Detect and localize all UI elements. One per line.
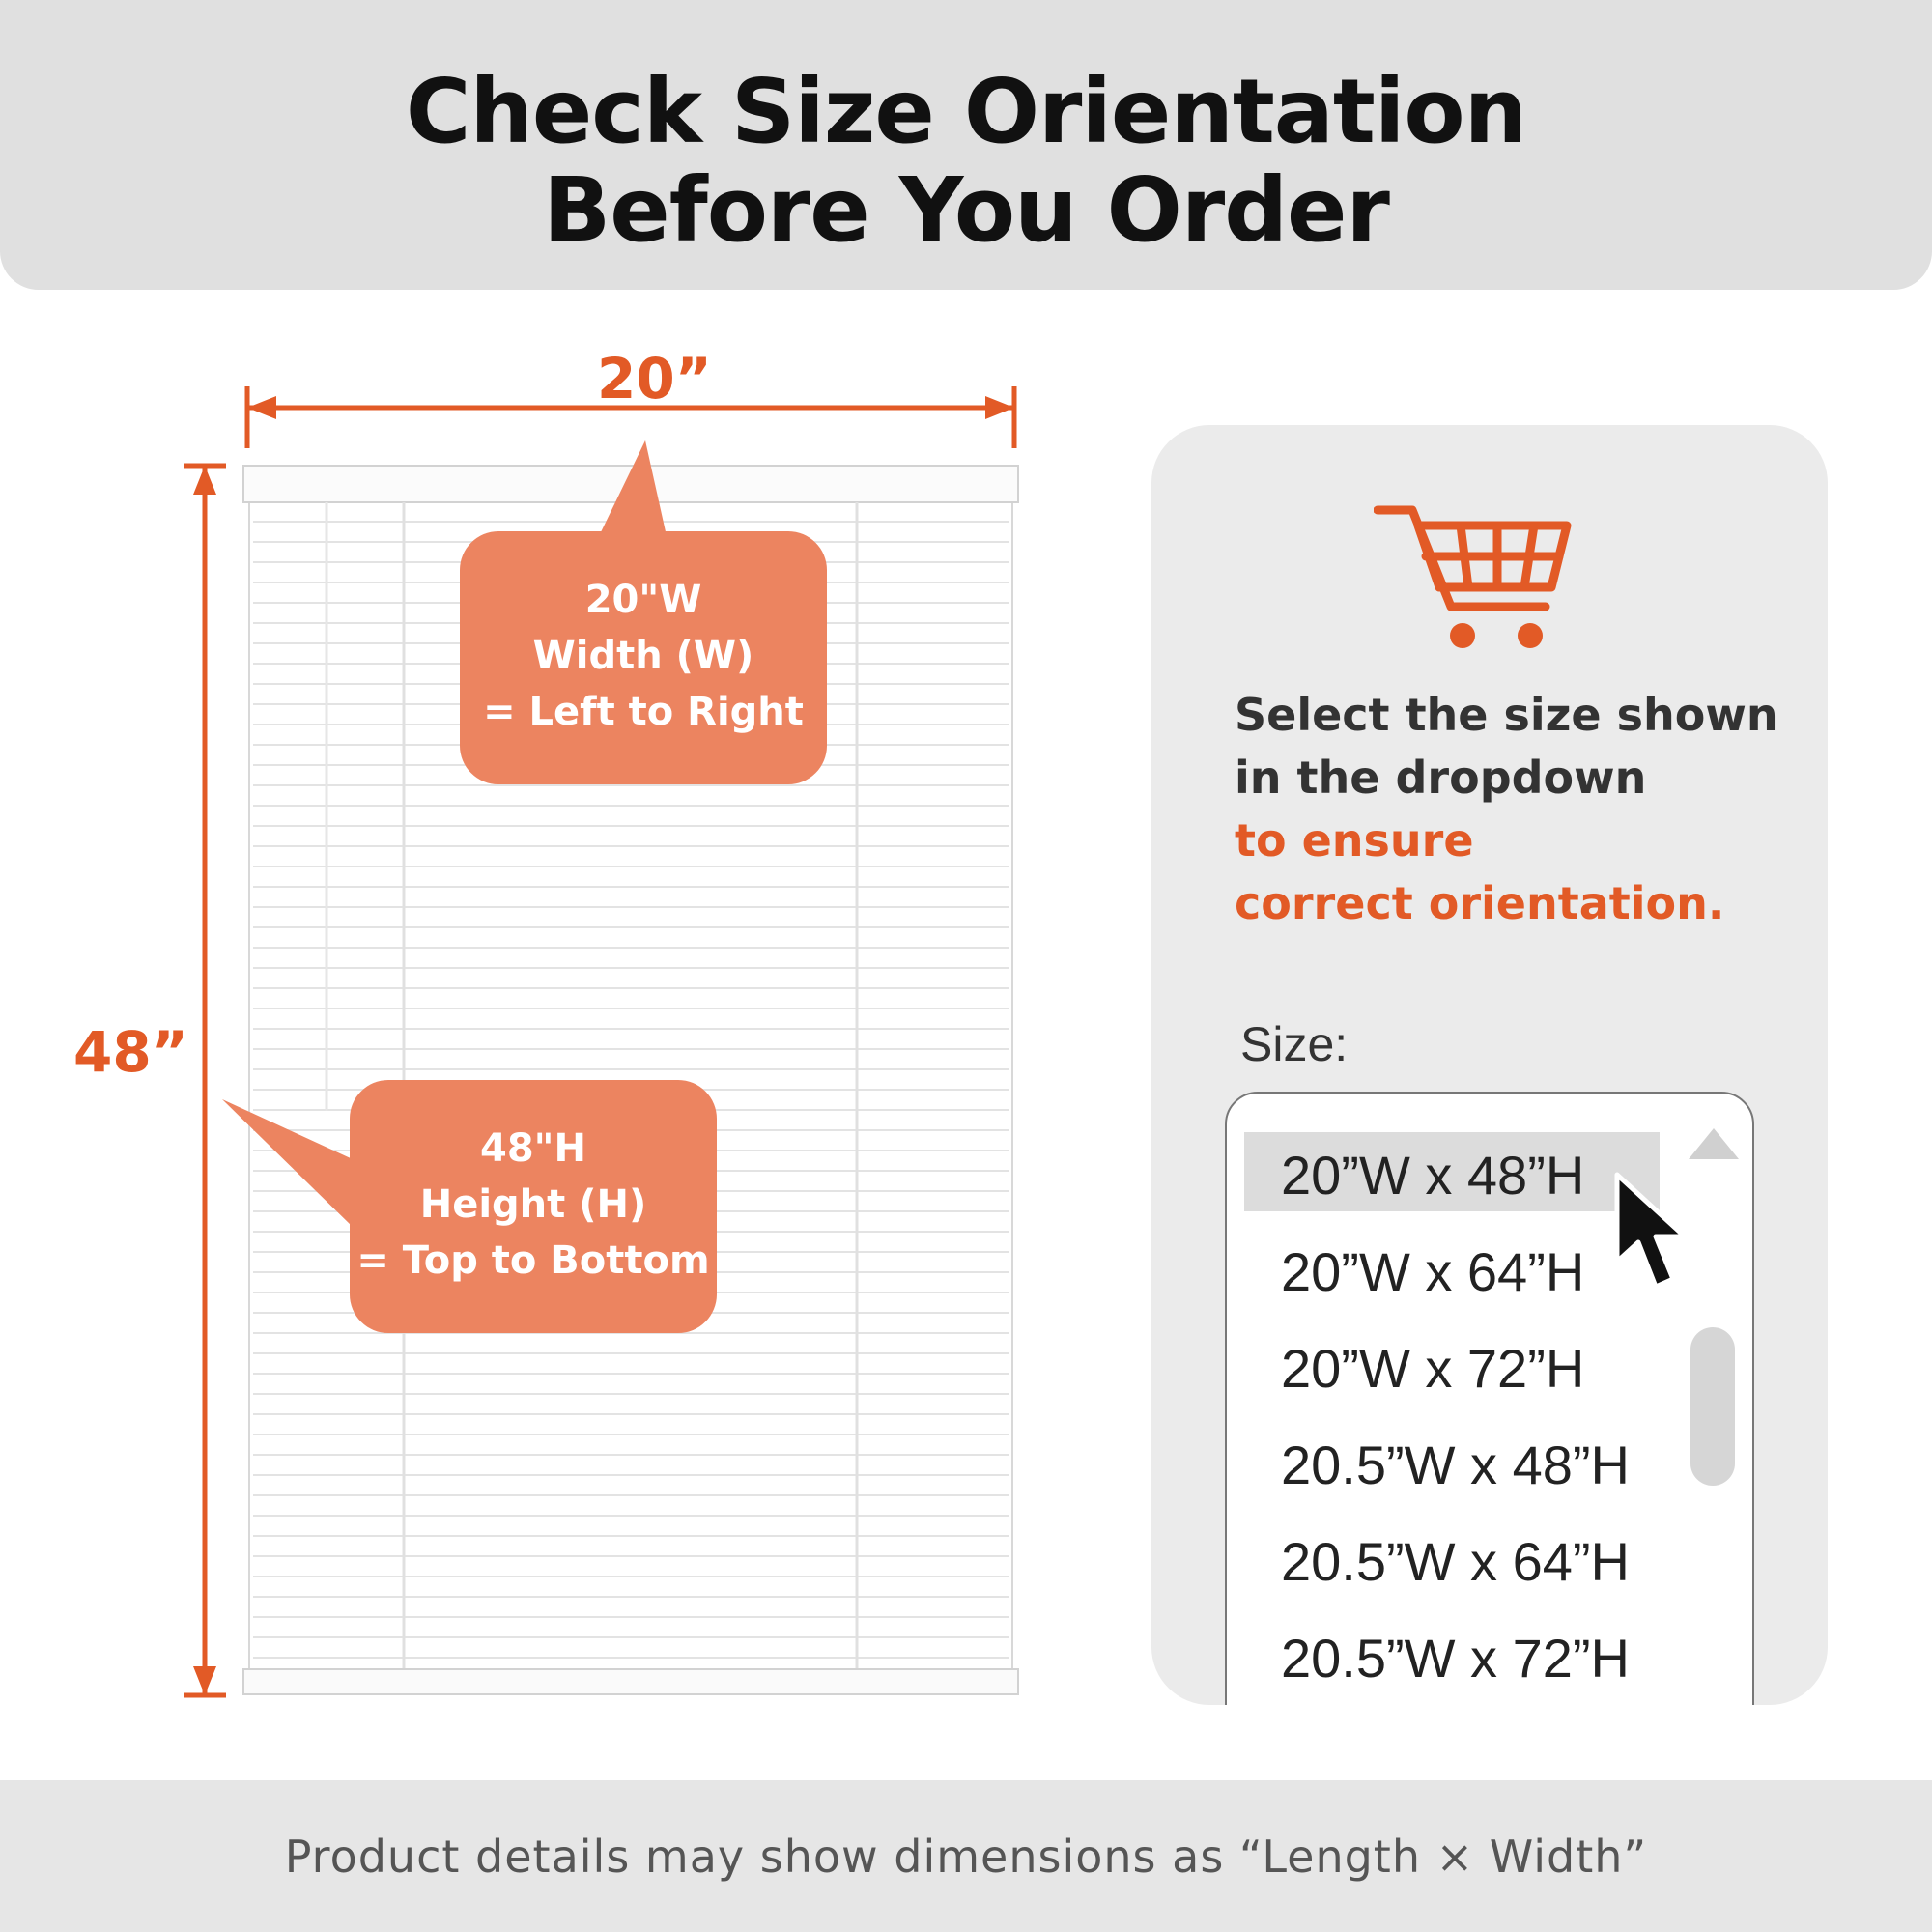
size-option[interactable]: 20.5”W x 64”H bbox=[1281, 1531, 1630, 1592]
page-title-line1: Check Size Orientation bbox=[405, 60, 1527, 163]
scroll-up-arrow-icon[interactable] bbox=[1687, 1126, 1741, 1161]
footer-banner: Product details may show dimensions as “… bbox=[0, 1780, 1932, 1932]
page-title-line2: Before You Order bbox=[543, 158, 1390, 262]
size-option[interactable]: 20”W x 72”H bbox=[1281, 1338, 1585, 1399]
size-label: Size: bbox=[1240, 1017, 1349, 1071]
size-selection-panel: Select the size shown in the dropdown to… bbox=[1151, 425, 1828, 1705]
header-banner: Check Size Orientation Before You Order bbox=[0, 0, 1932, 290]
scrollbar-thumb[interactable] bbox=[1690, 1327, 1735, 1486]
width-callout-text: 20"W Width (W) = Left to Right bbox=[460, 572, 827, 740]
height-arrow bbox=[184, 463, 226, 1698]
instruction-line1: Select the size shown bbox=[1235, 689, 1778, 741]
blind-diagram bbox=[184, 386, 1019, 1698]
size-dropdown-list[interactable]: 20”W x 48”H 20”W x 64”H 20”W x 72”H 20.5… bbox=[1225, 1092, 1754, 1705]
size-option-selected[interactable]: 20”W x 48”H bbox=[1244, 1132, 1660, 1211]
instruction-text: Select the size shown in the dropdown to… bbox=[1235, 684, 1778, 935]
height-dimension-label: 48” bbox=[73, 1019, 188, 1085]
mouse-cursor-icon bbox=[1614, 1172, 1688, 1290]
instruction-line2: in the dropdown bbox=[1235, 752, 1647, 804]
footer-note: Product details may show dimensions as “… bbox=[284, 1831, 1648, 1883]
height-callout-text: 48"H Height (H) = Top to Bottom bbox=[350, 1121, 717, 1289]
size-option[interactable]: 20”W x 64”H bbox=[1281, 1241, 1585, 1302]
height-callout-line2: Height (H) bbox=[419, 1182, 647, 1227]
width-callout-line1: 20"W bbox=[584, 578, 702, 622]
width-callout-line2: Width (W) bbox=[532, 634, 754, 678]
width-callout-line3: = Left to Right bbox=[483, 690, 804, 734]
size-option[interactable]: 20.5”W x 72”H bbox=[1281, 1628, 1630, 1689]
height-callout-line3: = Top to Bottom bbox=[356, 1238, 710, 1283]
height-callout-bubble bbox=[222, 1080, 717, 1333]
width-dimension-label: 20” bbox=[597, 346, 712, 412]
instruction-accent-line2: correct orientation. bbox=[1235, 877, 1725, 929]
instruction-accent-line1: to ensure bbox=[1235, 814, 1474, 867]
height-callout-line1: 48"H bbox=[480, 1126, 586, 1171]
width-arrow bbox=[244, 386, 1017, 448]
size-option[interactable]: 20.5”W x 48”H bbox=[1281, 1435, 1630, 1495]
cart-icon bbox=[1374, 505, 1572, 648]
width-callout-bubble bbox=[460, 440, 827, 784]
